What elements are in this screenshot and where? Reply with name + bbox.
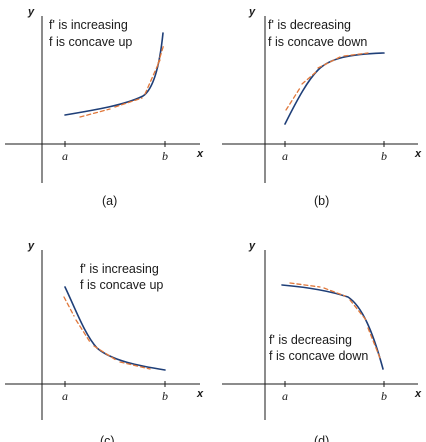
panel-c-tangent-segments bbox=[63, 296, 151, 370]
panel-b-x-label: x bbox=[414, 148, 422, 160]
panel-c-tick-label-b: b bbox=[162, 389, 168, 403]
panel-c-caption: (c) bbox=[100, 434, 115, 442]
panel-a-tick-label-b: b bbox=[162, 149, 168, 163]
panel-c-tick-label-a: a bbox=[62, 389, 68, 403]
panel-b-tick-label-a: a bbox=[282, 149, 288, 163]
panel-a-tick-label-a: a bbox=[62, 149, 68, 163]
panel-c-concavity-note: f is concave up bbox=[80, 278, 163, 292]
panel-d-tick-label-b: b bbox=[381, 389, 387, 403]
panel-b: y x a b f' is decreasing f is concave do… bbox=[222, 6, 422, 208]
panel-d: y x a b f' is decreasing f is concave do… bbox=[222, 240, 422, 442]
panel-c-y-label: y bbox=[27, 240, 35, 252]
panel-b-tangent-segments bbox=[285, 52, 369, 111]
panel-d-tangent-segments bbox=[289, 282, 381, 359]
panel-a-concavity-note: f is concave up bbox=[49, 35, 132, 49]
panel-c-derivative-note: f' is increasing bbox=[80, 262, 159, 276]
panel-c-x-label: x bbox=[196, 388, 204, 400]
panel-a: y x a b f' is increasing f is concave up… bbox=[5, 6, 204, 208]
panel-d-caption: (d) bbox=[314, 434, 329, 442]
panel-a-y-label: y bbox=[27, 6, 35, 18]
panel-d-curve bbox=[281, 284, 384, 370]
panel-d-y-label: y bbox=[248, 240, 256, 252]
panel-d-tick-label-a: a bbox=[282, 389, 288, 403]
panel-d-concavity-note: f is concave down bbox=[269, 349, 368, 363]
panel-a-tangent-segments bbox=[79, 43, 165, 118]
panel-b-y-label: y bbox=[248, 6, 256, 18]
panel-b-concavity-note: f is concave down bbox=[268, 35, 367, 49]
panel-a-x-label: x bbox=[196, 148, 204, 160]
panel-b-tick-label-b: b bbox=[381, 149, 387, 163]
panel-a-caption: (a) bbox=[102, 194, 117, 208]
panel-c: y x a b f' is increasing f is concave up… bbox=[5, 240, 204, 442]
panel-d-derivative-note: f' is decreasing bbox=[269, 333, 352, 347]
panel-b-caption: (b) bbox=[314, 194, 329, 208]
panel-b-derivative-note: f' is decreasing bbox=[268, 18, 351, 32]
panel-c-curve bbox=[64, 286, 166, 371]
panel-d-x-label: x bbox=[414, 388, 422, 400]
panel-a-derivative-note: f' is increasing bbox=[49, 18, 128, 32]
